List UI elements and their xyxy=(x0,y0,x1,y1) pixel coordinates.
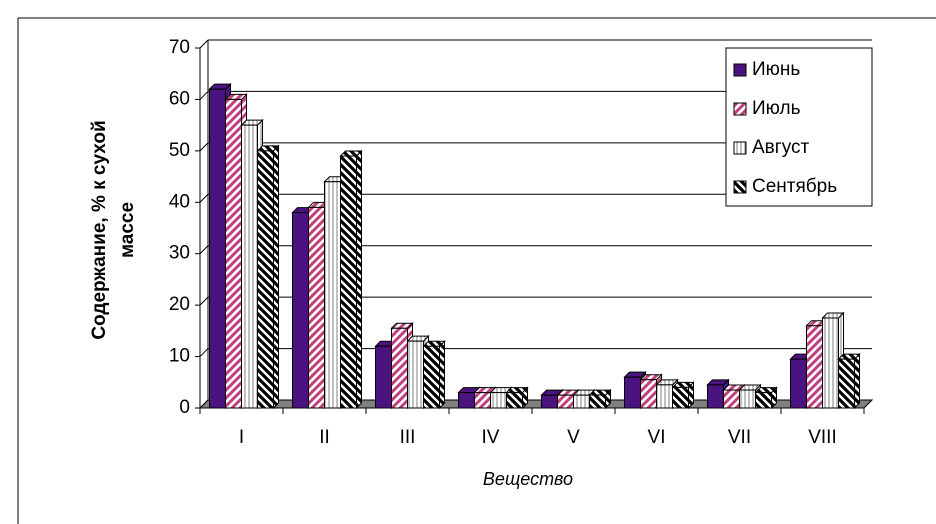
legend-swatch xyxy=(733,102,747,116)
bar xyxy=(640,379,657,409)
bar xyxy=(506,392,523,409)
bar xyxy=(209,88,226,409)
x-tick-label: VI xyxy=(648,427,666,448)
bar xyxy=(225,98,242,409)
bar xyxy=(573,394,590,409)
bar xyxy=(292,212,309,409)
x-tick-label: I xyxy=(239,427,244,448)
bar xyxy=(308,206,325,409)
bar-side xyxy=(356,149,362,410)
y-tick-label: 70 xyxy=(169,37,190,58)
bar-side xyxy=(439,340,445,410)
grid-diag xyxy=(199,39,209,49)
grid-diag xyxy=(199,399,209,409)
bar xyxy=(790,358,807,409)
bar xyxy=(241,124,258,409)
x-tick-label: III xyxy=(400,427,416,448)
bar xyxy=(541,394,558,409)
y-tick-label: 50 xyxy=(169,140,190,161)
bar-side xyxy=(273,144,279,410)
bar xyxy=(838,358,855,409)
bar xyxy=(557,394,574,409)
bar xyxy=(257,150,274,409)
bar xyxy=(739,389,756,409)
x-tick-label: VIII xyxy=(808,427,837,448)
y-tick-label: 10 xyxy=(169,346,190,367)
legend-label: Сентябрь xyxy=(752,176,837,197)
y-tick-label: 40 xyxy=(169,191,190,212)
bar xyxy=(589,394,606,409)
legend-label: Июль xyxy=(752,98,801,119)
y-axis-label-line: массе xyxy=(117,202,138,258)
legend-label: Август xyxy=(752,137,809,158)
bar xyxy=(672,386,689,409)
x-tick-label: V xyxy=(567,427,580,448)
bar xyxy=(474,392,491,409)
y-tick-label: 60 xyxy=(169,88,190,109)
grid-diag xyxy=(199,245,209,255)
bar xyxy=(656,384,673,409)
bar xyxy=(458,392,475,409)
bar xyxy=(423,345,440,409)
y-tick-label: 30 xyxy=(169,243,190,264)
x-axis-label: Вещество xyxy=(483,469,573,489)
grid-diag xyxy=(199,142,209,152)
x-tick-label: IV xyxy=(482,427,500,448)
bar xyxy=(624,376,641,409)
bar xyxy=(755,392,772,409)
x-tick-label: VII xyxy=(728,427,751,448)
y-axis-label: Содержание, % к сухой массе xyxy=(89,120,138,339)
grid-diag xyxy=(199,296,209,306)
legend-label: Июнь xyxy=(752,59,800,80)
bar-side xyxy=(854,352,860,410)
bar xyxy=(707,384,724,409)
legend-swatch xyxy=(733,180,747,194)
x-tick-label: II xyxy=(319,427,330,448)
grid-diag xyxy=(199,91,209,100)
bar xyxy=(324,181,341,409)
bar xyxy=(806,325,823,409)
bar xyxy=(490,392,507,409)
legend-swatch xyxy=(733,63,747,77)
bar xyxy=(723,389,740,409)
bar xyxy=(391,327,408,409)
legend xyxy=(725,47,873,207)
y-tick-label: 0 xyxy=(179,397,190,418)
bar xyxy=(822,317,839,409)
bar xyxy=(407,340,424,409)
bar xyxy=(340,155,357,409)
grid-diag xyxy=(199,193,209,203)
y-tick-label: 20 xyxy=(169,294,190,315)
grid-diag xyxy=(199,348,209,357)
y-axis-label-line: Содержание, % к сухой xyxy=(89,120,110,339)
bar xyxy=(375,345,392,409)
legend-swatch xyxy=(733,141,747,155)
